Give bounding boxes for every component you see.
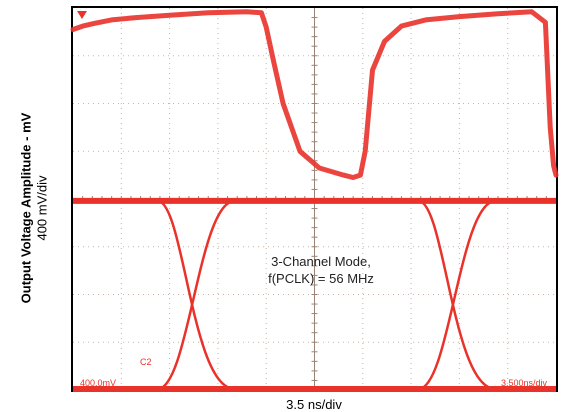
scope-readout-right: 3.500ns/div [501, 378, 548, 388]
scope-readout-left: 400.0mV [80, 378, 116, 388]
trigger-marker-icon [77, 11, 87, 19]
eye-rising-edge [157, 199, 236, 391]
channel-marker: C2 [140, 357, 152, 367]
eye-rising-edge [418, 199, 496, 391]
annotation-mode: 3-Channel Mode, [271, 254, 371, 269]
scope-label-group: 3-Channel Mode, f(PCLK) = 56 MHz 400.0mV… [80, 254, 547, 388]
annotation-frequency: f(PCLK) = 56 MHz [268, 271, 374, 286]
top-waveform-trace [70, 9, 559, 180]
trace-group [70, 9, 559, 393]
eye-falling-edge [157, 199, 235, 391]
x-axis-scale: 3.5 ns/div [286, 397, 342, 412]
eye-falling-edge [417, 199, 496, 391]
